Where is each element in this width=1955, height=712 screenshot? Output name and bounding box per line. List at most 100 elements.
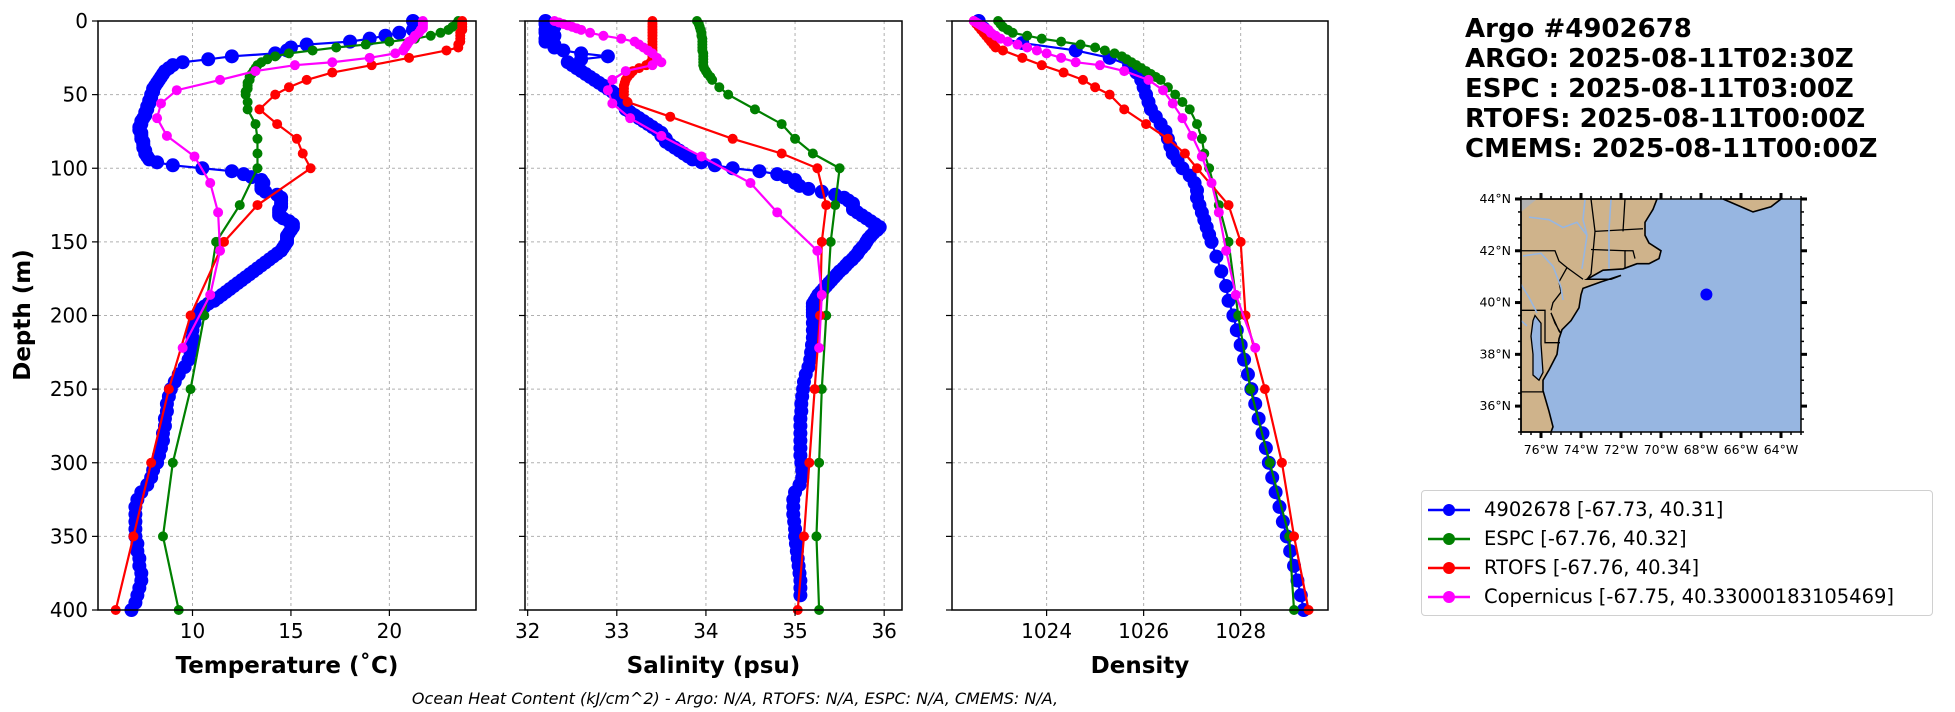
map-lon-label: 66°W [1724, 442, 1759, 457]
data-point [258, 184, 273, 199]
data-point [1007, 27, 1018, 38]
data-point [1184, 104, 1195, 115]
data-point [1233, 337, 1248, 352]
data-point [305, 163, 316, 174]
data-point [215, 245, 226, 256]
data-point [656, 130, 667, 141]
lake-ontario [1521, 199, 1537, 212]
data-point [398, 45, 409, 56]
data-point [390, 48, 401, 59]
data-point [289, 60, 300, 71]
data-point [219, 236, 229, 247]
data-point [576, 24, 587, 35]
data-point [790, 133, 801, 144]
legend: 4902678 [-67.73, 40.31] ESPC [-67.76, 40… [1421, 490, 1933, 616]
data-point [1223, 200, 1234, 211]
y-tick-label: 400 [50, 598, 88, 622]
river [1528, 216, 1588, 236]
data-point [327, 57, 338, 68]
data-point [656, 57, 667, 68]
data-point [607, 74, 618, 85]
data-point [392, 25, 407, 40]
data-point [224, 164, 239, 179]
y-tick-label: 350 [50, 524, 88, 548]
data-point [307, 45, 318, 56]
data-point [665, 111, 676, 122]
data-point [598, 30, 609, 41]
data-point [1233, 310, 1244, 321]
y-tick-label: 300 [50, 451, 88, 475]
data-point [752, 164, 767, 179]
data-point [165, 158, 180, 173]
title-rtofs-time: RTOFS: 2025-08-11T00:00Z [1465, 104, 1866, 134]
x-tick-label: 15 [278, 619, 303, 643]
data-point [443, 24, 454, 35]
x-axis-label-salinity: Salinity (psu) [627, 653, 801, 679]
legend-label: RTOFS [-67.76, 40.34] [1484, 556, 1700, 579]
data-point [809, 384, 820, 395]
legend-item-copernicus: Copernicus [-67.75, 40.33000183105469] [1428, 582, 1932, 611]
data-point [1196, 133, 1207, 144]
data-point [600, 49, 615, 64]
data-point [1230, 289, 1241, 300]
data-point [620, 66, 631, 77]
data-point [331, 42, 342, 53]
data-point [270, 51, 281, 62]
data-point [205, 289, 216, 300]
data-point [1104, 89, 1115, 100]
map-lat-label: 42°N [1479, 243, 1511, 258]
data-point [234, 200, 245, 211]
data-point [1036, 33, 1047, 44]
chesapeake-bay [1530, 314, 1544, 382]
data-point [1099, 45, 1110, 56]
data-point [825, 236, 836, 247]
data-point [1187, 130, 1198, 141]
data-point [189, 151, 200, 162]
series-espc [692, 16, 845, 615]
data-point [834, 163, 845, 174]
legend-marker-espc [1428, 532, 1470, 545]
map-lon-label: 72°W [1604, 442, 1639, 457]
data-point [1056, 52, 1067, 63]
data-point [556, 43, 571, 58]
data-point [776, 148, 787, 159]
data-point [252, 148, 263, 159]
data-point [585, 27, 596, 38]
data-point [1017, 52, 1028, 63]
map-lat-label: 36°N [1479, 398, 1511, 413]
data-point [1204, 234, 1219, 249]
data-point [1259, 384, 1270, 395]
map-lat-label: 38°N [1479, 346, 1511, 361]
data-point [1036, 60, 1047, 71]
state-border [1622, 198, 1626, 232]
state-border [1586, 198, 1596, 280]
data-point [1235, 236, 1246, 247]
state-border [1521, 309, 1560, 344]
data-point [1289, 531, 1300, 542]
data-point [625, 113, 636, 124]
data-point [242, 104, 253, 115]
data-point [1192, 163, 1203, 174]
data-point [404, 52, 415, 63]
series-line [544, 21, 882, 596]
data-point [1143, 74, 1154, 85]
data-point [224, 49, 239, 64]
data-point [1119, 104, 1130, 115]
data-point [1012, 39, 1023, 50]
data-point [1177, 113, 1188, 124]
river [1581, 198, 1588, 270]
y-tick-label: 150 [50, 230, 88, 254]
ocean-heat-content-footer: Ocean Heat Content (kJ/cm^2) - Argo: N/A… [412, 689, 1058, 708]
data-point [1041, 48, 1052, 59]
data-point [283, 48, 294, 59]
argo-location-marker [1700, 288, 1713, 301]
data-point [152, 113, 163, 124]
data-point [707, 74, 718, 85]
data-point [1058, 67, 1069, 78]
data-point [157, 531, 168, 542]
data-point [622, 96, 633, 107]
data-point [1090, 42, 1101, 53]
data-point [201, 52, 216, 67]
data-point [812, 163, 823, 174]
data-point [745, 177, 756, 188]
